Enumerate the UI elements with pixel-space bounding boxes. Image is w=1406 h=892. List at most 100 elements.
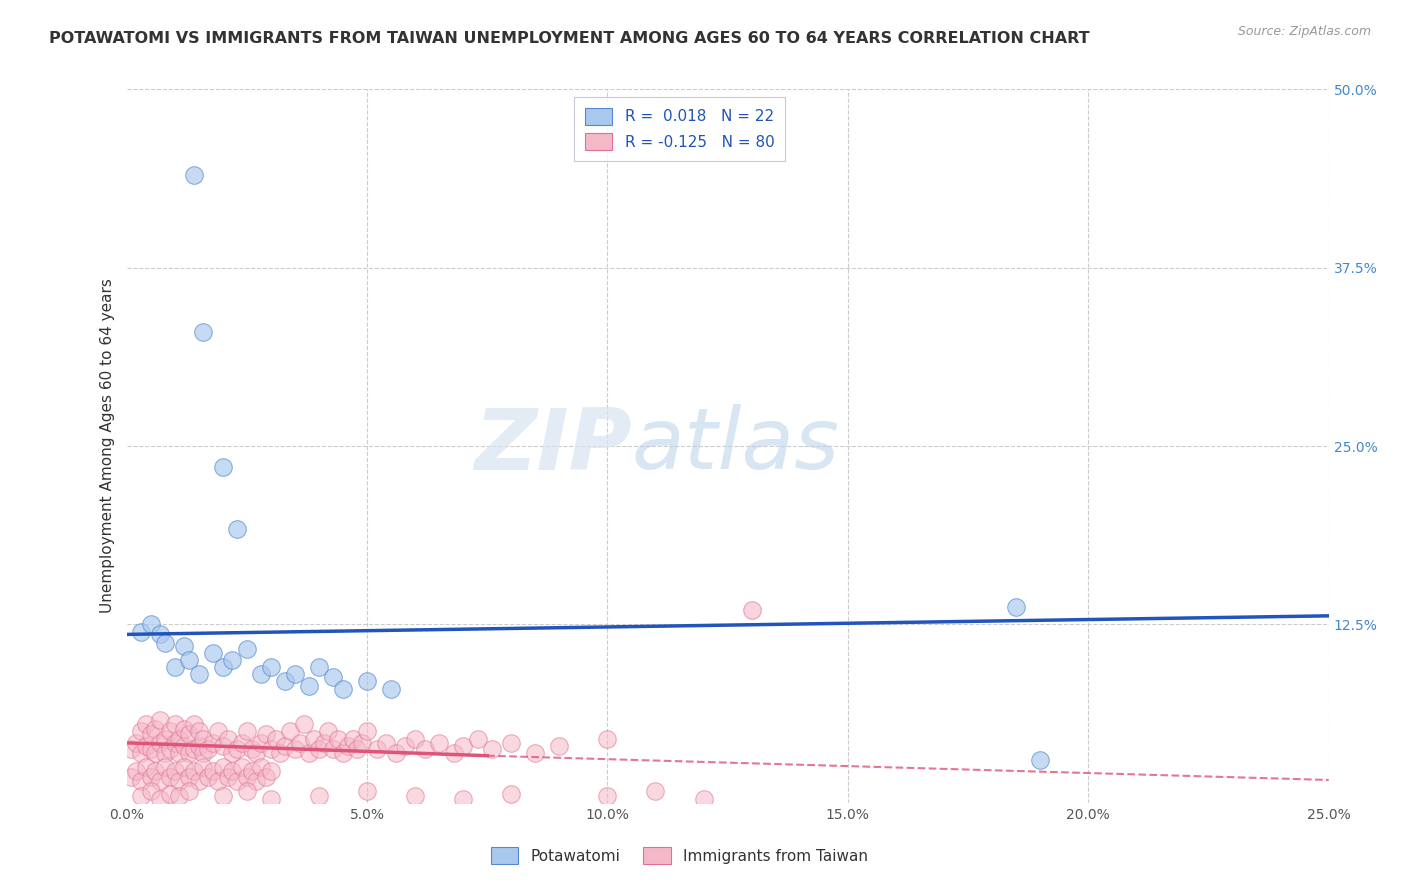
Point — [163, 764, 186, 779]
Point — [193, 746, 215, 760]
Point — [125, 736, 148, 750]
Point — [211, 739, 233, 753]
Point — [125, 764, 148, 779]
Point — [211, 660, 233, 674]
Point — [197, 770, 219, 784]
Point — [193, 731, 215, 746]
Point — [211, 460, 233, 475]
Point — [260, 741, 283, 756]
Point — [139, 727, 162, 741]
Point — [129, 746, 152, 760]
Text: POTAWATOMI VS IMMIGRANTS FROM TAIWAN UNEMPLOYMENT AMONG AGES 60 TO 64 YEARS CORR: POTAWATOMI VS IMMIGRANTS FROM TAIWAN UNE… — [49, 31, 1090, 46]
Point — [135, 717, 157, 731]
Point — [139, 741, 162, 756]
Point — [644, 784, 666, 798]
Point — [163, 717, 186, 731]
Point — [159, 770, 181, 784]
Point — [380, 681, 402, 696]
Point — [312, 736, 335, 750]
Point — [318, 724, 340, 739]
Point — [250, 667, 273, 681]
Point — [332, 681, 354, 696]
Point — [211, 789, 233, 803]
Point — [356, 674, 378, 689]
Point — [288, 736, 311, 750]
Point — [250, 736, 273, 750]
Point — [177, 770, 200, 784]
Point — [235, 770, 259, 784]
Point — [481, 741, 503, 756]
Point — [394, 739, 416, 753]
Point — [235, 641, 259, 656]
Point — [145, 746, 167, 760]
Point — [548, 739, 571, 753]
Point — [385, 746, 408, 760]
Point — [298, 746, 321, 760]
Point — [226, 522, 249, 536]
Point — [250, 760, 273, 774]
Point — [202, 646, 225, 660]
Point — [342, 731, 364, 746]
Point — [187, 667, 209, 681]
Point — [217, 770, 239, 784]
Point — [596, 731, 619, 746]
Point — [352, 736, 374, 750]
Point — [183, 764, 205, 779]
Y-axis label: Unemployment Among Ages 60 to 64 years: Unemployment Among Ages 60 to 64 years — [100, 278, 115, 614]
Point — [159, 787, 181, 801]
Point — [139, 784, 162, 798]
Point — [149, 791, 172, 805]
Point — [145, 764, 167, 779]
Point — [169, 789, 191, 803]
Point — [153, 731, 176, 746]
Point — [274, 674, 297, 689]
Point — [596, 789, 619, 803]
Point — [1005, 600, 1028, 615]
Point — [149, 713, 172, 727]
Point — [501, 787, 523, 801]
Point — [183, 717, 205, 731]
Point — [404, 731, 426, 746]
Point — [149, 774, 172, 789]
Point — [231, 760, 253, 774]
Point — [221, 746, 243, 760]
Point — [741, 603, 763, 617]
Point — [169, 731, 191, 746]
Point — [221, 764, 243, 779]
Point — [326, 731, 349, 746]
Point — [149, 736, 172, 750]
Point — [254, 727, 277, 741]
Point — [404, 789, 426, 803]
Point — [240, 764, 263, 779]
Point — [197, 741, 219, 756]
Point — [322, 670, 344, 684]
Point — [332, 746, 354, 760]
Point — [346, 741, 368, 756]
Point — [235, 784, 259, 798]
Point — [120, 770, 142, 784]
Point — [298, 679, 321, 693]
Point — [245, 746, 267, 760]
Point — [177, 746, 200, 760]
Point — [207, 774, 229, 789]
Point — [193, 760, 215, 774]
Point — [173, 722, 195, 736]
Point — [356, 724, 378, 739]
Point — [153, 760, 176, 774]
Point — [135, 739, 157, 753]
Point — [356, 784, 378, 798]
Point — [177, 653, 200, 667]
Point — [226, 774, 249, 789]
Point — [467, 731, 489, 746]
Text: Source: ZipAtlas.com: Source: ZipAtlas.com — [1237, 25, 1371, 38]
Point — [163, 736, 186, 750]
Point — [211, 760, 233, 774]
Point — [260, 791, 283, 805]
Point — [692, 791, 714, 805]
Point — [322, 741, 344, 756]
Point — [264, 731, 287, 746]
Point — [254, 770, 277, 784]
Point — [135, 760, 157, 774]
Point — [235, 724, 259, 739]
Point — [149, 627, 172, 641]
